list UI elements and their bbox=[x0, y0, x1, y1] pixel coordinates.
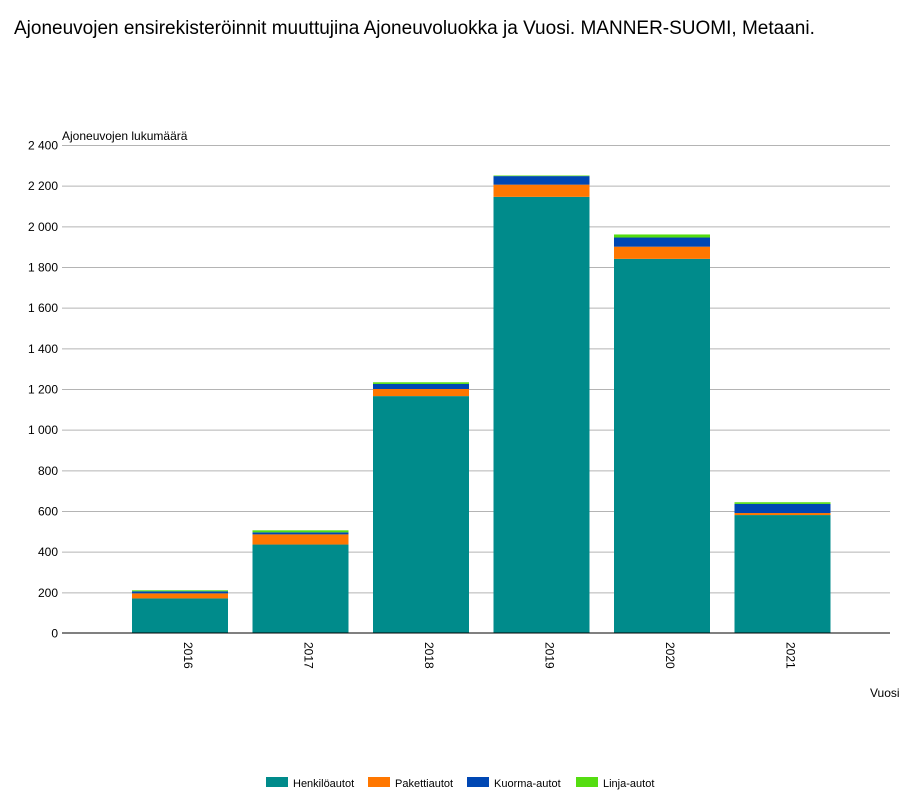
legend-label: Henkilöautot bbox=[293, 778, 354, 790]
bar-segment bbox=[373, 383, 469, 389]
y-axis-ticks: 0 200 400 600 800 1 000 1 200 1 400 1 600 1 800 2 … bbox=[28, 139, 58, 641]
bars bbox=[132, 175, 831, 633]
y-tick-label: 1 600 bbox=[28, 301, 58, 315]
y-tick-label: 600 bbox=[38, 505, 58, 519]
bar-segment bbox=[373, 396, 469, 633]
bar-segment bbox=[132, 593, 228, 599]
bar-segment bbox=[252, 534, 349, 545]
bar-segment bbox=[132, 591, 228, 594]
y-tick-label: 200 bbox=[38, 586, 58, 600]
y-tick-label: 400 bbox=[38, 545, 58, 559]
bar-segment bbox=[493, 176, 590, 185]
y-tick-label: 2 000 bbox=[28, 220, 58, 234]
bar-segment bbox=[614, 237, 710, 247]
legend: Henkilöautot Pakettiautot Kuorma-autot Linj… bbox=[266, 777, 654, 790]
y-axis-label: Ajoneuvojen lukumäärä bbox=[62, 129, 188, 143]
legend-swatch bbox=[266, 777, 288, 787]
bar-segment bbox=[734, 502, 831, 504]
y-tick-label: 1 400 bbox=[28, 342, 58, 356]
legend-label: Kuorma-autot bbox=[494, 778, 561, 790]
y-tick-label: 0 bbox=[51, 627, 58, 641]
legend-swatch bbox=[467, 777, 489, 787]
y-tick-label: 1 800 bbox=[28, 261, 58, 275]
legend-label: Linja-autot bbox=[603, 778, 654, 790]
bar-segment bbox=[132, 598, 228, 633]
bar-segment bbox=[614, 234, 710, 238]
bar-segment bbox=[614, 246, 710, 259]
bar-segment bbox=[493, 196, 590, 633]
bar-segment bbox=[132, 590, 228, 592]
y-tick-label: 2 200 bbox=[28, 179, 58, 193]
x-tick-label: 2020 bbox=[663, 642, 677, 669]
x-tick-label: 2017 bbox=[302, 642, 316, 669]
x-axis-ticks: 2016 2017 2018 2019 2020 2021 bbox=[181, 642, 798, 669]
y-tick-label: 2 400 bbox=[28, 139, 58, 153]
bar-segment bbox=[252, 532, 349, 535]
x-axis-label: Vuosi bbox=[870, 686, 900, 700]
bar-segment bbox=[493, 184, 590, 197]
bar-segment bbox=[252, 530, 349, 533]
legend-swatch bbox=[576, 777, 598, 787]
x-tick-label: 2016 bbox=[181, 642, 195, 669]
bar-segment bbox=[734, 513, 831, 516]
y-tick-label: 1 000 bbox=[28, 423, 58, 437]
x-tick-label: 2018 bbox=[422, 642, 436, 669]
bar-segment bbox=[614, 258, 710, 633]
x-tick-label: 2021 bbox=[784, 642, 798, 669]
bar-segment bbox=[373, 382, 469, 384]
y-tick-label: 1 200 bbox=[28, 383, 58, 397]
legend-swatch bbox=[368, 777, 390, 787]
x-tick-label: 2019 bbox=[543, 642, 557, 669]
bar-segment bbox=[734, 515, 831, 633]
chart-title: Ajoneuvojen ensirekisteröinnit muuttujin… bbox=[14, 18, 815, 39]
bar-segment bbox=[252, 544, 349, 633]
bar-segment bbox=[734, 503, 831, 514]
y-tick-label: 800 bbox=[38, 464, 58, 478]
bar-segment bbox=[373, 389, 469, 397]
bar-segment bbox=[493, 175, 590, 177]
legend-label: Pakettiautot bbox=[395, 778, 453, 790]
